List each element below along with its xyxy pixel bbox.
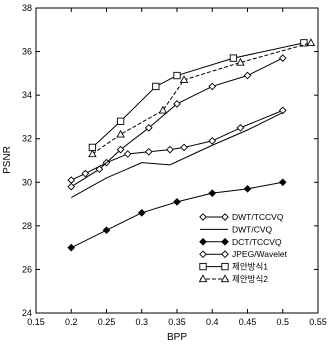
y-tick-label: 28 [22, 221, 32, 231]
y-tick-label: 38 [22, 3, 32, 13]
data-point [67, 182, 76, 191]
legend-label: DCT/TCCVQ [232, 237, 282, 247]
x-tick-label: 0.5 [276, 317, 289, 327]
legend-item-5: 제안방식1 [199, 262, 268, 272]
data-point [278, 106, 287, 115]
y-axis-label: PSNR [2, 146, 13, 174]
legend-item-6: 제안방식2 [198, 274, 268, 284]
data-point [229, 54, 238, 62]
y-tick-label: 26 [22, 264, 32, 274]
legend-item-2: DWT/CVQ [200, 224, 273, 234]
series-5 [88, 39, 308, 152]
legend-label: DWT/TCCVQ [232, 212, 284, 222]
x-axis-label: BPP [167, 332, 187, 343]
data-point [236, 123, 245, 132]
legend-marker [198, 274, 208, 283]
x-tick-label: 0.15 [27, 317, 45, 327]
legend-item-3: DCT/TCCVQ [199, 237, 282, 247]
series-3 [67, 178, 287, 252]
y-tick-label: 32 [22, 134, 32, 144]
data-point [137, 208, 146, 217]
data-point [116, 145, 125, 154]
data-point [180, 143, 188, 152]
legend-marker [199, 262, 207, 271]
data-point [116, 129, 125, 138]
legend: DWT/TCCVQ DWT/CVQ DCT/TCCVQ JPEG/Wavelet 제안방… [198, 212, 288, 284]
y-tick-label: 36 [22, 47, 32, 57]
legend-marker [221, 250, 229, 259]
data-point [306, 38, 316, 47]
data-point [88, 149, 97, 158]
legend-marker [221, 213, 229, 221]
series-6 [88, 38, 316, 158]
data-point [144, 147, 153, 156]
legend-label: DWT/CVQ [232, 224, 273, 234]
series-1 [67, 106, 287, 184]
data-point [166, 145, 174, 154]
legend-marker [199, 237, 207, 246]
legend-item-1: DWT/TCCVQ [199, 212, 284, 222]
data-point [243, 184, 252, 193]
data-point [67, 243, 76, 252]
data-point [67, 176, 76, 184]
data-point [95, 165, 104, 174]
data-point [208, 189, 217, 198]
data-point [278, 54, 287, 62]
legend-item-4: JPEG/Wavelet [199, 249, 288, 259]
x-tick-label: 0.4 [206, 317, 219, 327]
y-tick-label: 30 [22, 177, 32, 187]
legend-marker [199, 213, 207, 221]
legend-marker [199, 250, 207, 259]
data-point [173, 100, 181, 108]
x-tick-label: 0.55 [309, 317, 327, 327]
plot-frame [35, 7, 319, 314]
series-layer [67, 38, 316, 252]
data-point [278, 178, 287, 187]
legend-label: JPEG/Wavelet [232, 249, 288, 259]
ticks: 0.15 0.2 0.25 0.3 0.35 0.4 0.45 0.5 0.55 24 26 28 30… [22, 3, 327, 327]
data-point [208, 137, 217, 145]
data-point [236, 57, 245, 66]
series-4 [67, 54, 287, 191]
data-point [300, 39, 308, 47]
data-point [123, 150, 132, 158]
data-point [173, 198, 181, 206]
x-tick-label: 0.35 [168, 317, 186, 327]
data-point [158, 105, 168, 114]
data-point [152, 82, 160, 91]
data-point [116, 117, 125, 125]
x-tick-label: 0.45 [239, 317, 257, 327]
legend-label: 제안방식2 [232, 274, 268, 284]
data-point [173, 71, 181, 80]
y-tick-label: 24 [22, 308, 32, 318]
data-point [144, 123, 153, 132]
data-point [102, 226, 111, 235]
y-tick-label: 34 [22, 90, 32, 100]
data-point [243, 71, 252, 80]
series-2 [71, 112, 283, 198]
x-tick-label: 0.2 [65, 317, 78, 327]
data-point [81, 169, 90, 178]
series-line [92, 42, 305, 148]
legend-marker [221, 262, 229, 271]
legend-label: 제안방식1 [232, 262, 268, 272]
series-line [92, 42, 312, 155]
series-line [71, 109, 283, 181]
x-tick-label: 0.3 [135, 317, 148, 327]
series-line [71, 112, 283, 198]
data-point [208, 82, 217, 91]
series-line [70, 57, 283, 188]
x-tick-label: 0.25 [98, 317, 116, 327]
legend-marker [220, 274, 230, 283]
data-point [179, 75, 189, 84]
legend-marker [221, 237, 229, 246]
